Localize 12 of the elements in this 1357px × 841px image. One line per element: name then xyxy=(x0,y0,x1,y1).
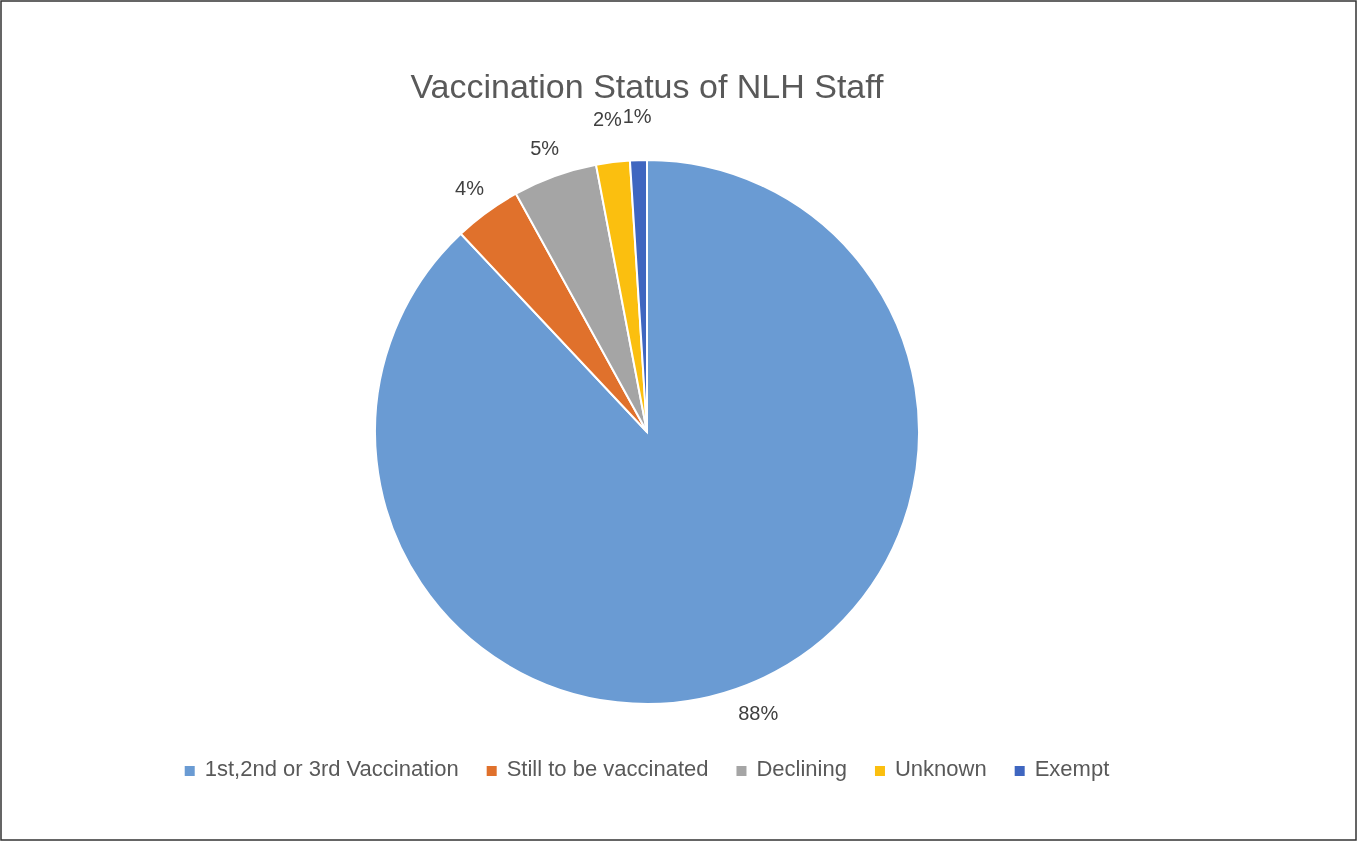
legend-label: 1st,2nd or 3rd Vaccination xyxy=(204,756,459,781)
data-label: 88% xyxy=(738,701,779,724)
legend-label: Exempt xyxy=(1034,756,1110,781)
legend-label: Unknown xyxy=(894,756,987,781)
data-label: 5% xyxy=(530,136,560,159)
pie-slice xyxy=(374,159,920,705)
data-label: 4% xyxy=(455,176,485,199)
data-label: 1% xyxy=(622,105,652,128)
chart-title: Vaccination Status of NLH Staff xyxy=(410,67,885,105)
data-label: 2% xyxy=(592,107,623,130)
legend-label: Still to be vaccinated xyxy=(506,756,709,781)
legend-label: Declining xyxy=(756,756,847,781)
